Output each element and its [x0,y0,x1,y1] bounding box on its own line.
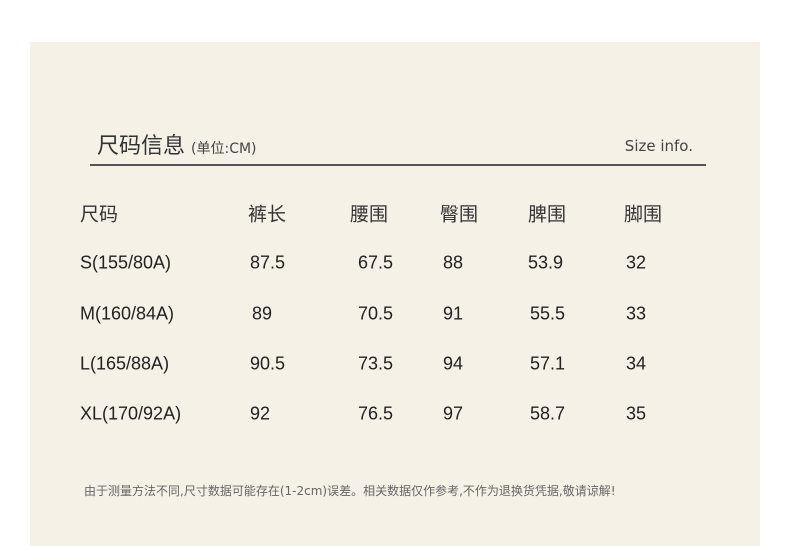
title-text: 尺码信息 [97,134,186,159]
table-cell: 35 [626,403,647,424]
column-header: 脚围 [624,204,663,226]
table-cell: 92 [250,403,271,424]
table-cell: 97 [443,403,464,424]
unit-label: (单位:CM) [191,141,257,157]
divider [90,164,706,166]
table-cell: 34 [626,353,647,374]
column-header: 脾围 [528,204,567,226]
column-header: 腰围 [350,204,389,226]
table-cell: 70.5 [358,303,394,324]
table-cell: 67.5 [358,252,394,273]
english-title: Size info. [624,137,693,155]
table-cell: 33 [626,303,647,324]
table-cell: 89 [252,303,273,324]
size-chart-panel [30,42,760,546]
table-cell: 55.5 [530,303,566,324]
disclaimer-note: 由于测量方法不同,尺寸数据可能存在(1-2cm)误差。相关数据仅作参考,不作为退… [84,484,616,498]
table-cell: 53.9 [528,252,564,273]
column-header: 裤长 [248,204,287,226]
column-header: 尺码 [80,204,119,226]
table-cell: 57.1 [530,353,566,374]
table-cell: 90.5 [250,353,286,374]
table-cell: 32 [626,252,647,273]
table-cell: 94 [443,353,464,374]
table-cell: 76.5 [358,403,394,424]
table-cell: 73.5 [358,353,394,374]
table-cell: 58.7 [530,403,566,424]
page-title: 尺码信息 (单位:CM) [97,128,257,160]
size-label: S(155/80A) [80,252,172,273]
size-label: M(160/84A) [80,303,175,324]
size-label: L(165/88A) [80,353,170,374]
table-cell: 87.5 [250,252,286,273]
table-cell: 88 [443,252,464,273]
size-label: XL(170/92A) [80,403,182,424]
table-cell: 91 [443,303,464,324]
column-header: 臀围 [440,204,479,226]
